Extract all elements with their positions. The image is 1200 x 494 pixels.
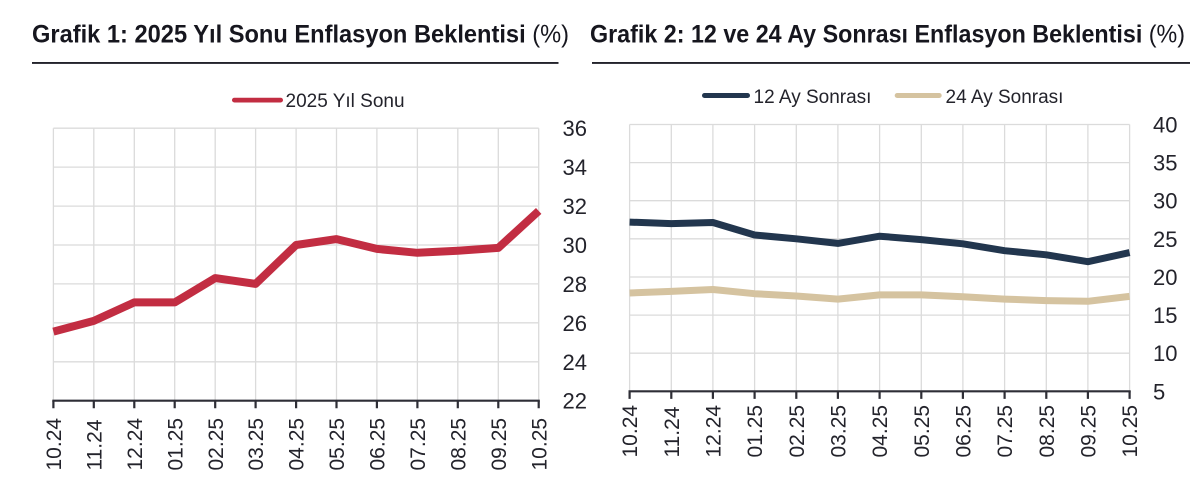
svg-text:2025 Yıl Sonu: 2025 Yıl Sonu bbox=[286, 91, 405, 112]
svg-text:20: 20 bbox=[1153, 265, 1177, 290]
svg-text:06.25: 06.25 bbox=[367, 418, 390, 471]
svg-text:10.25: 10.25 bbox=[528, 418, 551, 471]
svg-text:30: 30 bbox=[1153, 189, 1177, 214]
svg-text:10.25: 10.25 bbox=[1119, 405, 1142, 458]
svg-text:5: 5 bbox=[1153, 379, 1165, 404]
svg-text:36: 36 bbox=[563, 116, 587, 141]
svg-text:12.24: 12.24 bbox=[124, 418, 147, 471]
svg-text:32: 32 bbox=[563, 194, 587, 219]
svg-text:09.25: 09.25 bbox=[488, 418, 511, 471]
svg-text:04.25: 04.25 bbox=[286, 418, 309, 471]
svg-text:07.25: 07.25 bbox=[994, 405, 1017, 458]
svg-text:02.25: 02.25 bbox=[205, 418, 228, 471]
svg-text:08.25: 08.25 bbox=[1036, 405, 1059, 458]
svg-text:25: 25 bbox=[1153, 227, 1177, 252]
svg-text:10.24: 10.24 bbox=[43, 418, 66, 471]
svg-text:04.25: 04.25 bbox=[869, 405, 892, 458]
svg-text:12.24: 12.24 bbox=[703, 405, 726, 458]
svg-text:07.25: 07.25 bbox=[407, 418, 430, 471]
svg-text:15: 15 bbox=[1153, 303, 1177, 328]
svg-text:11.24: 11.24 bbox=[83, 419, 106, 470]
svg-text:01.25: 01.25 bbox=[744, 405, 767, 458]
svg-text:24 Ay Sonrası: 24 Ay Sonrası bbox=[946, 87, 1064, 108]
svg-text:24: 24 bbox=[563, 350, 587, 375]
svg-text:26: 26 bbox=[563, 311, 587, 336]
svg-text:10: 10 bbox=[1153, 341, 1177, 366]
svg-text:08.25: 08.25 bbox=[447, 418, 470, 471]
svg-text:05.25: 05.25 bbox=[326, 418, 349, 471]
svg-text:22: 22 bbox=[563, 389, 587, 414]
svg-text:11.24: 11.24 bbox=[661, 406, 684, 457]
svg-text:30: 30 bbox=[563, 233, 587, 258]
svg-text:10.24: 10.24 bbox=[619, 405, 642, 458]
svg-text:12 Ay Sonrası: 12 Ay Sonrası bbox=[754, 87, 872, 108]
svg-text:Grafik 2: 12 ve 24 Ay Sonrası: Grafik 2: 12 ve 24 Ay Sonrası Enflasyon … bbox=[590, 21, 1185, 49]
svg-text:03.25: 03.25 bbox=[245, 418, 268, 471]
svg-text:05.25: 05.25 bbox=[911, 405, 934, 458]
svg-text:35: 35 bbox=[1153, 151, 1177, 176]
svg-text:34: 34 bbox=[563, 155, 587, 180]
svg-text:28: 28 bbox=[563, 272, 587, 297]
svg-text:01.25: 01.25 bbox=[164, 418, 187, 471]
svg-text:09.25: 09.25 bbox=[1078, 405, 1101, 458]
svg-text:Grafik 1: 2025 Yıl Sonu Enflas: Grafik 1: 2025 Yıl Sonu Enflasyon Beklen… bbox=[32, 21, 569, 49]
svg-text:02.25: 02.25 bbox=[786, 405, 809, 458]
svg-text:06.25: 06.25 bbox=[953, 405, 976, 458]
svg-text:03.25: 03.25 bbox=[828, 405, 851, 458]
svg-text:40: 40 bbox=[1153, 113, 1177, 138]
